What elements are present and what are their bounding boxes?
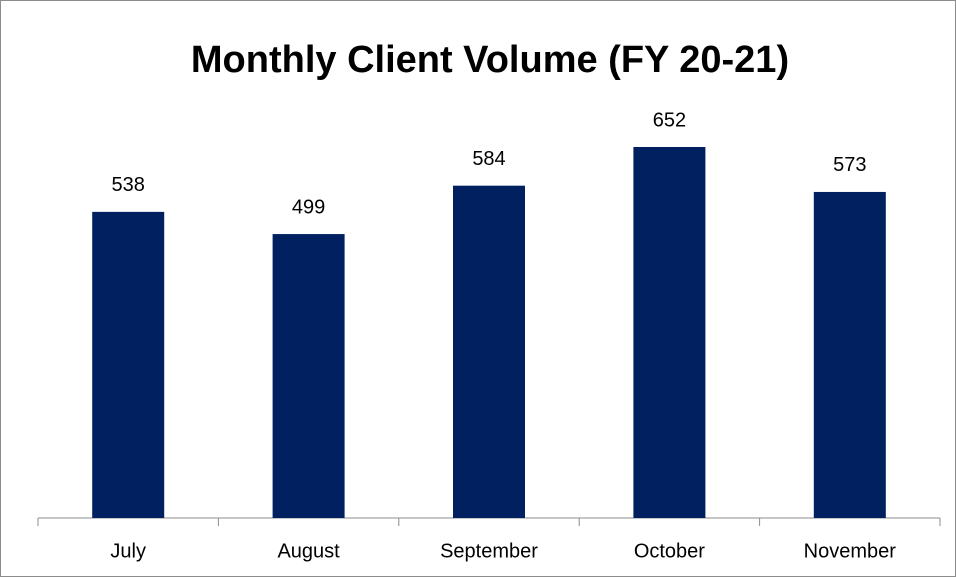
bar	[633, 147, 706, 518]
bar	[92, 211, 165, 518]
data-label: 499	[292, 196, 325, 218]
data-label: 573	[833, 154, 866, 176]
bar	[813, 191, 886, 518]
data-label: 538	[112, 174, 145, 196]
x-tick-label: July	[110, 540, 146, 562]
x-tick-label: October	[634, 540, 705, 562]
bar	[272, 234, 345, 518]
chart-title: Monthly Client Volume (FY 20-21)	[191, 39, 789, 81]
x-tick-label: August	[277, 540, 340, 562]
x-tick-label: November	[804, 540, 897, 562]
data-label: 584	[472, 148, 505, 170]
x-tick-label: September	[440, 540, 538, 562]
data-label: 652	[653, 109, 686, 131]
bar	[453, 185, 525, 519]
